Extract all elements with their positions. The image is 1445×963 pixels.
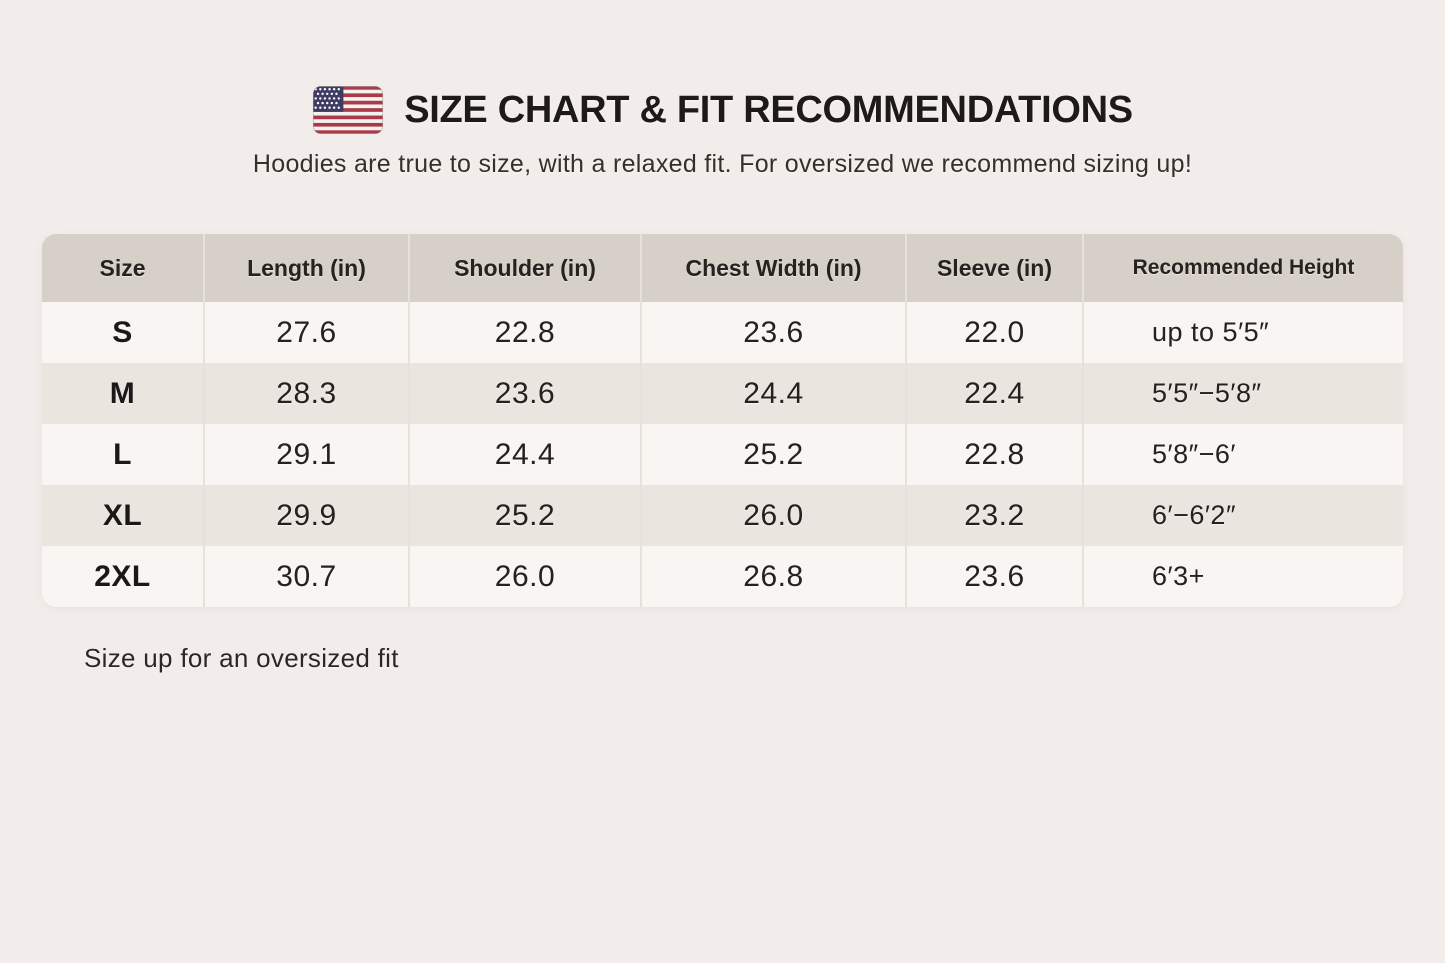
chest-width-cell: 26.8	[640, 546, 905, 607]
table-row-l: L 29.1 24.4 25.2 22.8 5′8″−6′	[42, 424, 1403, 485]
recommended-height-cell: up to 5′5″	[1082, 302, 1403, 363]
size-cell: S	[112, 315, 133, 349]
shoulder-cell: 25.2	[408, 485, 640, 546]
shoulder-cell: 26.0	[408, 546, 640, 607]
shoulder-cell: 24.4	[408, 424, 640, 485]
length-cell: 28.3	[203, 363, 408, 424]
chest-width-cell: 23.6	[640, 302, 905, 363]
recommended-height-cell: 5′5″−5′8″	[1082, 363, 1403, 424]
title-row: SIZE CHART & FIT RECOMMENDATIONS	[0, 86, 1445, 134]
oversized-note: Size up for an oversized fit	[84, 643, 399, 673]
length-cell: 27.6	[203, 302, 408, 363]
chest-width-cell: 25.2	[640, 424, 905, 485]
column-header-length: Length (in)	[203, 234, 408, 302]
length-cell: 29.9	[203, 485, 408, 546]
sleeve-cell: 22.0	[905, 302, 1082, 363]
header: SIZE CHART & FIT RECOMMENDATIONS Hoodies…	[0, 0, 1445, 179]
shoulder-cell: 23.6	[408, 363, 640, 424]
recommended-height-cell: 6′−6′2″	[1082, 485, 1403, 546]
recommended-height-cell: 6′3+	[1082, 546, 1403, 607]
chest-width-cell: 26.0	[640, 485, 905, 546]
size-cell: 2XL	[94, 559, 151, 593]
subtitle: Hoodies are true to size, with a relaxed…	[252, 150, 1193, 178]
size-cell: L	[113, 437, 132, 471]
size-cell: M	[109, 376, 136, 410]
column-header-chest-width: Chest Width (in)	[640, 234, 905, 302]
table-row-s: S 27.6 22.8 23.6 22.0 up to 5′5″	[42, 302, 1403, 363]
size-table: Size Length (in) Shoulder (in) Chest Wid…	[42, 234, 1403, 607]
size-cell: XL	[102, 498, 143, 532]
table-row-xl: XL 29.9 25.2 26.0 23.2 6′−6′2″	[42, 485, 1403, 546]
shoulder-cell: 22.8	[408, 302, 640, 363]
chest-width-cell: 24.4	[640, 363, 905, 424]
length-cell: 29.1	[203, 424, 408, 485]
sleeve-cell: 23.6	[905, 546, 1082, 607]
table-row-2xl: 2XL 30.7 26.0 26.8 23.6 6′3+	[42, 546, 1403, 607]
column-header-recommended-height: Recommended Height	[1082, 234, 1403, 302]
table-row-m: M 28.3 23.6 24.4 22.4 5′5″−5′8″	[42, 363, 1403, 424]
sleeve-cell: 22.8	[905, 424, 1082, 485]
length-cell: 30.7	[203, 546, 408, 607]
us-flag-icon	[312, 86, 384, 134]
sleeve-cell: 22.4	[905, 363, 1082, 424]
recommended-height-cell: 5′8″−6′	[1082, 424, 1403, 485]
column-header-size: Size	[99, 254, 146, 281]
table-header-row: Size Length (in) Shoulder (in) Chest Wid…	[42, 234, 1403, 302]
page-title: SIZE CHART & FIT RECOMMENDATIONS	[404, 88, 1133, 131]
column-header-shoulder: Shoulder (in)	[408, 234, 640, 302]
sleeve-cell: 23.2	[905, 485, 1082, 546]
column-header-sleeve: Sleeve (in)	[905, 234, 1082, 302]
